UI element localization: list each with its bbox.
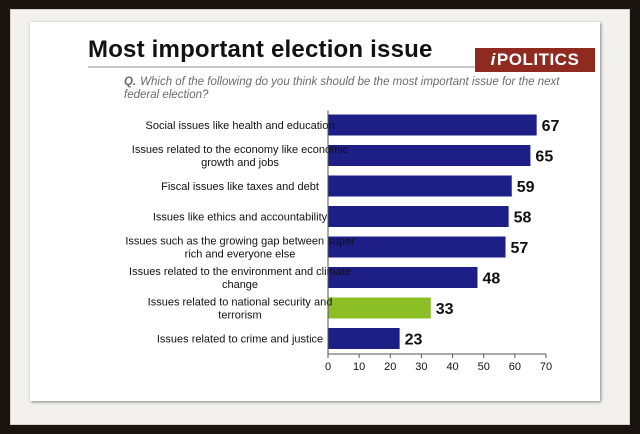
category-label-line: Issues such as the growing gap between s… xyxy=(125,236,355,248)
chart-card: Most important election issue i POLITICS … xyxy=(30,22,600,401)
value-label: 23 xyxy=(405,332,423,349)
category-label-line: Issues related to crime and justice xyxy=(157,334,323,346)
category-label-line: change xyxy=(222,279,258,291)
bar xyxy=(328,297,431,319)
question-text: Which of the following do you think shou… xyxy=(124,76,560,101)
chart-title: Most important election issue xyxy=(88,36,433,63)
category-label: Issues related to the environment and cl… xyxy=(129,266,351,291)
title-underline xyxy=(88,66,498,68)
category-label-line: Issues related to the economy like econo… xyxy=(132,144,349,156)
category-label-line: Social issues like health and education xyxy=(146,120,335,132)
survey-question: Q. Which of the following do you think sh… xyxy=(124,76,594,102)
category-label-line: Fiscal issues like taxes and debt xyxy=(161,181,319,193)
bar-chart: 67 Social issues like health and educatio… xyxy=(125,110,560,373)
category-label-line: Issues related to national security and xyxy=(148,297,333,309)
value-label: 58 xyxy=(514,210,532,227)
x-tick-label: 50 xyxy=(478,361,490,373)
logo-mark: i xyxy=(490,50,496,69)
bar xyxy=(328,114,537,136)
bar xyxy=(328,206,509,227)
value-label: 48 xyxy=(482,271,500,288)
x-tick-label: 60 xyxy=(509,361,521,373)
logo-text: POLITICS xyxy=(496,50,580,69)
x-tick-label: 10 xyxy=(353,361,365,373)
category-label-line: growth and jobs xyxy=(201,157,279,169)
bar xyxy=(328,328,400,349)
category-label: Issues like ethics and accountability xyxy=(153,212,328,224)
value-label: 33 xyxy=(436,301,454,318)
category-label-line: Issues like ethics and accountability xyxy=(153,212,328,224)
category-label-line: Issues related to the environment and cl… xyxy=(129,266,351,278)
bar xyxy=(328,145,531,166)
category-label-line: terrorism xyxy=(218,310,261,322)
value-label: 59 xyxy=(517,179,535,196)
bar xyxy=(328,175,512,197)
category-label-line: rich and everyone else xyxy=(185,249,296,261)
bar xyxy=(328,236,506,258)
category-label: Issues such as the growing gap between s… xyxy=(125,236,355,261)
value-label: 57 xyxy=(511,240,529,257)
question-prefix: Q. xyxy=(124,76,137,88)
x-tick-label: 0 xyxy=(325,361,331,373)
value-label: 67 xyxy=(542,118,560,135)
x-tick-label: 70 xyxy=(540,361,552,373)
ipolitics-logo: i POLITICS xyxy=(475,48,595,72)
category-label: Issues related to crime and justice xyxy=(157,334,323,346)
x-tick-label: 30 xyxy=(415,361,427,373)
x-tick-label: 20 xyxy=(384,361,396,373)
category-label: Social issues like health and education xyxy=(146,120,335,132)
bar xyxy=(328,267,478,288)
x-tick-label: 40 xyxy=(446,361,458,373)
category-label: Issues related to the economy like econo… xyxy=(132,144,349,169)
category-label: Issues related to national security and t… xyxy=(148,297,333,322)
value-label: 65 xyxy=(535,149,553,166)
category-label: Fiscal issues like taxes and debt xyxy=(161,181,319,193)
